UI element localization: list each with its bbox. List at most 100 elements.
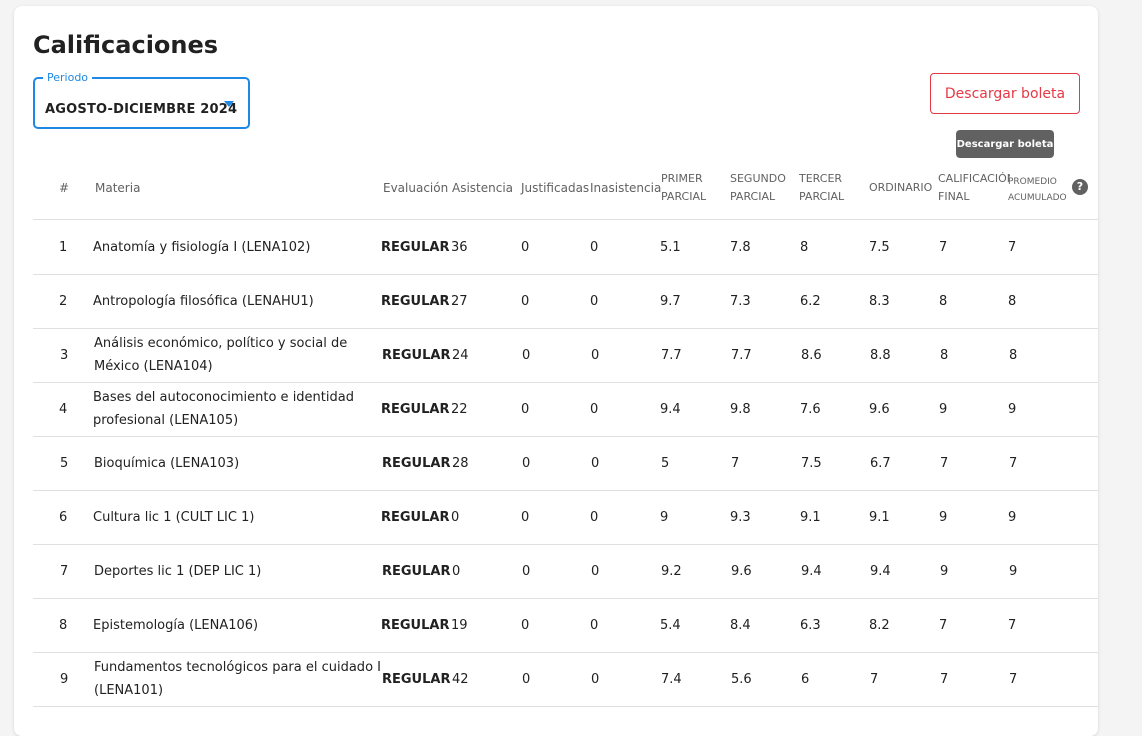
cell-materia: Epistemología (LENA106)	[93, 617, 259, 633]
cell-inasistencia: 0	[590, 239, 599, 255]
cell-ordinario: 8.8	[870, 347, 891, 363]
info-icon[interactable]: ?	[1072, 179, 1088, 195]
cell-evaluacion: REGULAR	[381, 509, 450, 525]
cell-asistencia: 42	[452, 671, 469, 687]
cell-num: 3	[60, 347, 69, 363]
cell-final: 9	[939, 401, 948, 417]
cell-justificadas: 0	[522, 347, 531, 363]
col-header-segundo-parcial: SEGUNDO PARCIAL	[730, 170, 786, 206]
cell-p2: 8.4	[730, 617, 751, 633]
cell-promedio: 9	[1008, 401, 1017, 417]
cell-promedio: 7	[1009, 671, 1018, 687]
cell-inasistencia: 0	[590, 293, 599, 309]
cell-p2: 7	[731, 455, 740, 471]
cell-asistencia: 36	[451, 239, 468, 255]
cell-p1: 9	[660, 509, 669, 525]
cell-p1: 5.4	[660, 617, 681, 633]
col-header-num: #	[59, 181, 70, 195]
col-header-asistencia: Asistencia	[452, 181, 514, 195]
cell-p2: 9.3	[730, 509, 751, 525]
period-select-value: AGOSTO-DICIEMBRE 2024	[45, 102, 238, 117]
cell-asistencia: 28	[452, 455, 469, 471]
cell-num: 4	[59, 401, 68, 417]
cell-num: 6	[59, 509, 68, 525]
cell-inasistencia: 0	[591, 671, 600, 687]
cell-promedio: 7	[1009, 455, 1018, 471]
table-row: 1 Anatomía y fisiología I (LENA102) REGULA…	[33, 220, 1098, 275]
cell-inasistencia: 0	[590, 509, 599, 525]
col-header-primer-parcial-line1: PRIMER	[661, 172, 703, 185]
cell-materia: Fundamentos tecnológicos para el cuidado…	[94, 660, 381, 698]
cell-num: 9	[60, 671, 69, 687]
cell-ordinario: 9.4	[870, 563, 891, 579]
cell-materia: Bioquímica (LENA103)	[94, 455, 240, 471]
cell-p3: 6	[801, 671, 810, 687]
col-header-ordinario: ORDINARIO	[869, 181, 933, 194]
cell-p1: 7.4	[661, 671, 682, 687]
cell-p2: 7.8	[730, 239, 751, 255]
table-row: 8 Epistemología (LENA106) REGULAR 19 0 0 5.4 8.…	[33, 598, 1098, 653]
cell-p2: 5.6	[731, 671, 752, 687]
page-title: Calificaciones	[33, 31, 219, 59]
col-header-segundo-parcial-line2: PARCIAL	[730, 190, 776, 203]
col-header-primer-parcial: PRIMER PARCIAL	[661, 170, 706, 206]
download-report-button[interactable]: Descargar boleta	[930, 73, 1080, 114]
cell-asistencia: 27	[451, 293, 468, 309]
cell-p2: 7.3	[730, 293, 751, 309]
cell-inasistencia: 0	[591, 347, 600, 363]
cell-final: 7	[939, 617, 948, 633]
cell-p2: 9.8	[730, 401, 751, 417]
cell-p3: 9.1	[800, 509, 821, 525]
cell-materia: Anatomía y fisiología I (LENA102)	[93, 239, 311, 255]
cell-final: 8	[939, 293, 948, 309]
cell-p2: 7.7	[731, 347, 752, 363]
period-select[interactable]: Periodo AGOSTO-DICIEMBRE 2024	[33, 71, 250, 129]
cell-materia: Cultura lic 1 (CULT LIC 1)	[93, 509, 255, 525]
cell-evaluacion: REGULAR	[382, 671, 451, 687]
cell-asistencia: 0	[451, 509, 460, 525]
caret-down-icon[interactable]	[224, 101, 234, 107]
cell-final: 8	[940, 347, 949, 363]
cell-ordinario: 8.3	[869, 293, 890, 309]
cell-p1: 9.4	[660, 401, 681, 417]
cell-evaluacion: REGULAR	[381, 401, 450, 417]
cell-evaluacion: REGULAR	[381, 293, 450, 309]
cell-p1: 5.1	[660, 239, 681, 255]
cell-asistencia: 19	[451, 617, 468, 633]
col-header-calificacion-final: CALIFICACIÓN FINAL	[938, 170, 1010, 206]
cell-evaluacion: REGULAR	[382, 563, 451, 579]
header-divider	[33, 219, 1098, 220]
cell-p3: 6.3	[800, 617, 821, 633]
cell-p2: 9.6	[731, 563, 752, 579]
cell-materia: Deportes lic 1 (DEP LIC 1)	[94, 563, 262, 579]
grades-card: Calificaciones Periodo AGOSTO-DICIEMBRE …	[14, 6, 1098, 736]
cell-num: 7	[60, 563, 69, 579]
cell-evaluacion: REGULAR	[381, 239, 450, 255]
col-header-evaluacion: Evaluación	[383, 181, 449, 195]
col-header-calificacion-final-line1: CALIFICACIÓN	[938, 172, 1010, 185]
cell-promedio: 8	[1008, 293, 1017, 309]
cell-asistencia: 0	[452, 563, 461, 579]
cell-justificadas: 0	[522, 671, 531, 687]
col-header-materia: Materia	[95, 181, 141, 195]
col-header-justificadas: Justificadas	[521, 181, 590, 195]
col-header-promedio-acumulado: PROMEDIO ACUMULADO	[1008, 174, 1072, 206]
table-row: 6 Cultura lic 1 (CULT LIC 1) REGULAR 0 0 0 9 9.…	[33, 490, 1098, 545]
cell-promedio: 8	[1009, 347, 1018, 363]
col-header-inasistencia: Inasistencia	[590, 181, 662, 195]
cell-num: 5	[60, 455, 69, 471]
cell-justificadas: 0	[521, 293, 530, 309]
cell-p1: 9.2	[661, 563, 682, 579]
cell-evaluacion: REGULAR	[382, 455, 451, 471]
col-header-promedio-acumulado-line1: PROMEDIO	[1008, 177, 1057, 187]
cell-ordinario: 7	[870, 671, 879, 687]
cell-final: 9	[940, 563, 949, 579]
table-row: 2 Antropología filosófica (LENAHU1) REGULA…	[33, 274, 1098, 329]
cell-asistencia: 24	[452, 347, 469, 363]
cell-promedio: 9	[1009, 563, 1018, 579]
col-header-tercer-parcial: TERCER PARCIAL	[799, 170, 844, 206]
cell-final: 7	[939, 239, 948, 255]
cell-evaluacion: REGULAR	[381, 617, 450, 633]
cell-num: 1	[59, 239, 68, 255]
cell-justificadas: 0	[521, 617, 530, 633]
